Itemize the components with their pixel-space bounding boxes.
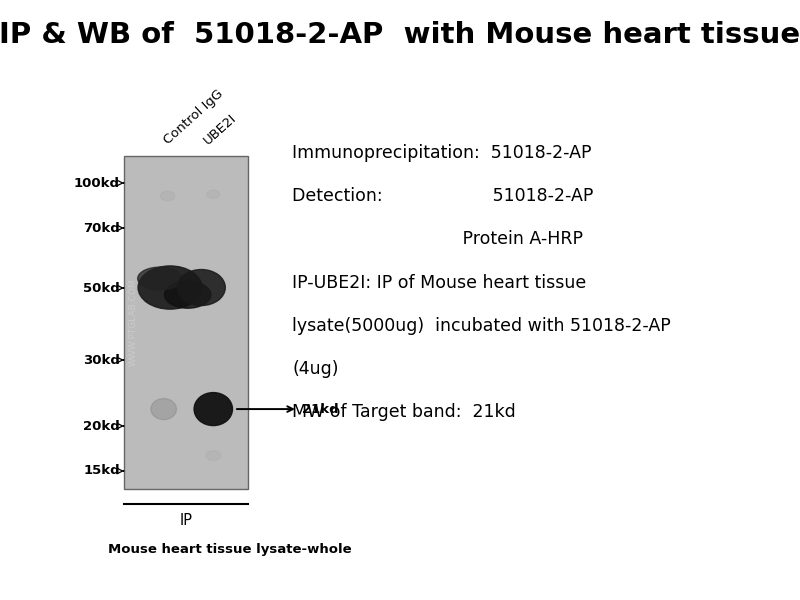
Ellipse shape [151, 398, 177, 419]
Text: 15kd: 15kd [83, 464, 120, 478]
Text: Protein A-HRP: Protein A-HRP [292, 230, 583, 248]
Text: Detection:                    51018-2-AP: Detection: 51018-2-AP [292, 187, 594, 205]
Text: lysate(5000ug)  incubated with 51018-2-AP: lysate(5000ug) incubated with 51018-2-AP [292, 317, 670, 335]
Text: Immunoprecipitation:  51018-2-AP: Immunoprecipitation: 51018-2-AP [292, 144, 591, 162]
Text: 50kd: 50kd [83, 281, 120, 295]
Ellipse shape [178, 269, 226, 305]
Text: Control IgG: Control IgG [162, 87, 226, 147]
Text: 20kd: 20kd [83, 419, 120, 433]
Ellipse shape [138, 266, 202, 309]
Text: (4ug): (4ug) [292, 360, 338, 378]
Ellipse shape [165, 281, 211, 308]
Ellipse shape [206, 451, 221, 461]
Text: IP-UBE2I: IP of Mouse heart tissue: IP-UBE2I: IP of Mouse heart tissue [292, 274, 586, 292]
Text: 30kd: 30kd [83, 353, 120, 367]
Text: 100kd: 100kd [74, 176, 120, 190]
Text: MW of Target band:  21kd: MW of Target band: 21kd [292, 403, 516, 421]
Bar [124, 156, 248, 489]
Text: IP & WB of  51018-2-AP  with Mouse heart tissue: IP & WB of 51018-2-AP with Mouse heart t… [0, 21, 800, 49]
Text: 70kd: 70kd [83, 221, 120, 235]
Text: IP: IP [179, 513, 193, 528]
Ellipse shape [207, 190, 220, 199]
Text: UBE2I: UBE2I [201, 111, 238, 147]
Ellipse shape [138, 267, 182, 290]
Ellipse shape [194, 392, 233, 425]
Text: 21kd: 21kd [302, 403, 338, 416]
Text: WWW.PTGLAB.COM: WWW.PTGLAB.COM [129, 278, 138, 367]
Text: Mouse heart tissue lysate-whole: Mouse heart tissue lysate-whole [108, 543, 352, 556]
Ellipse shape [161, 191, 175, 201]
